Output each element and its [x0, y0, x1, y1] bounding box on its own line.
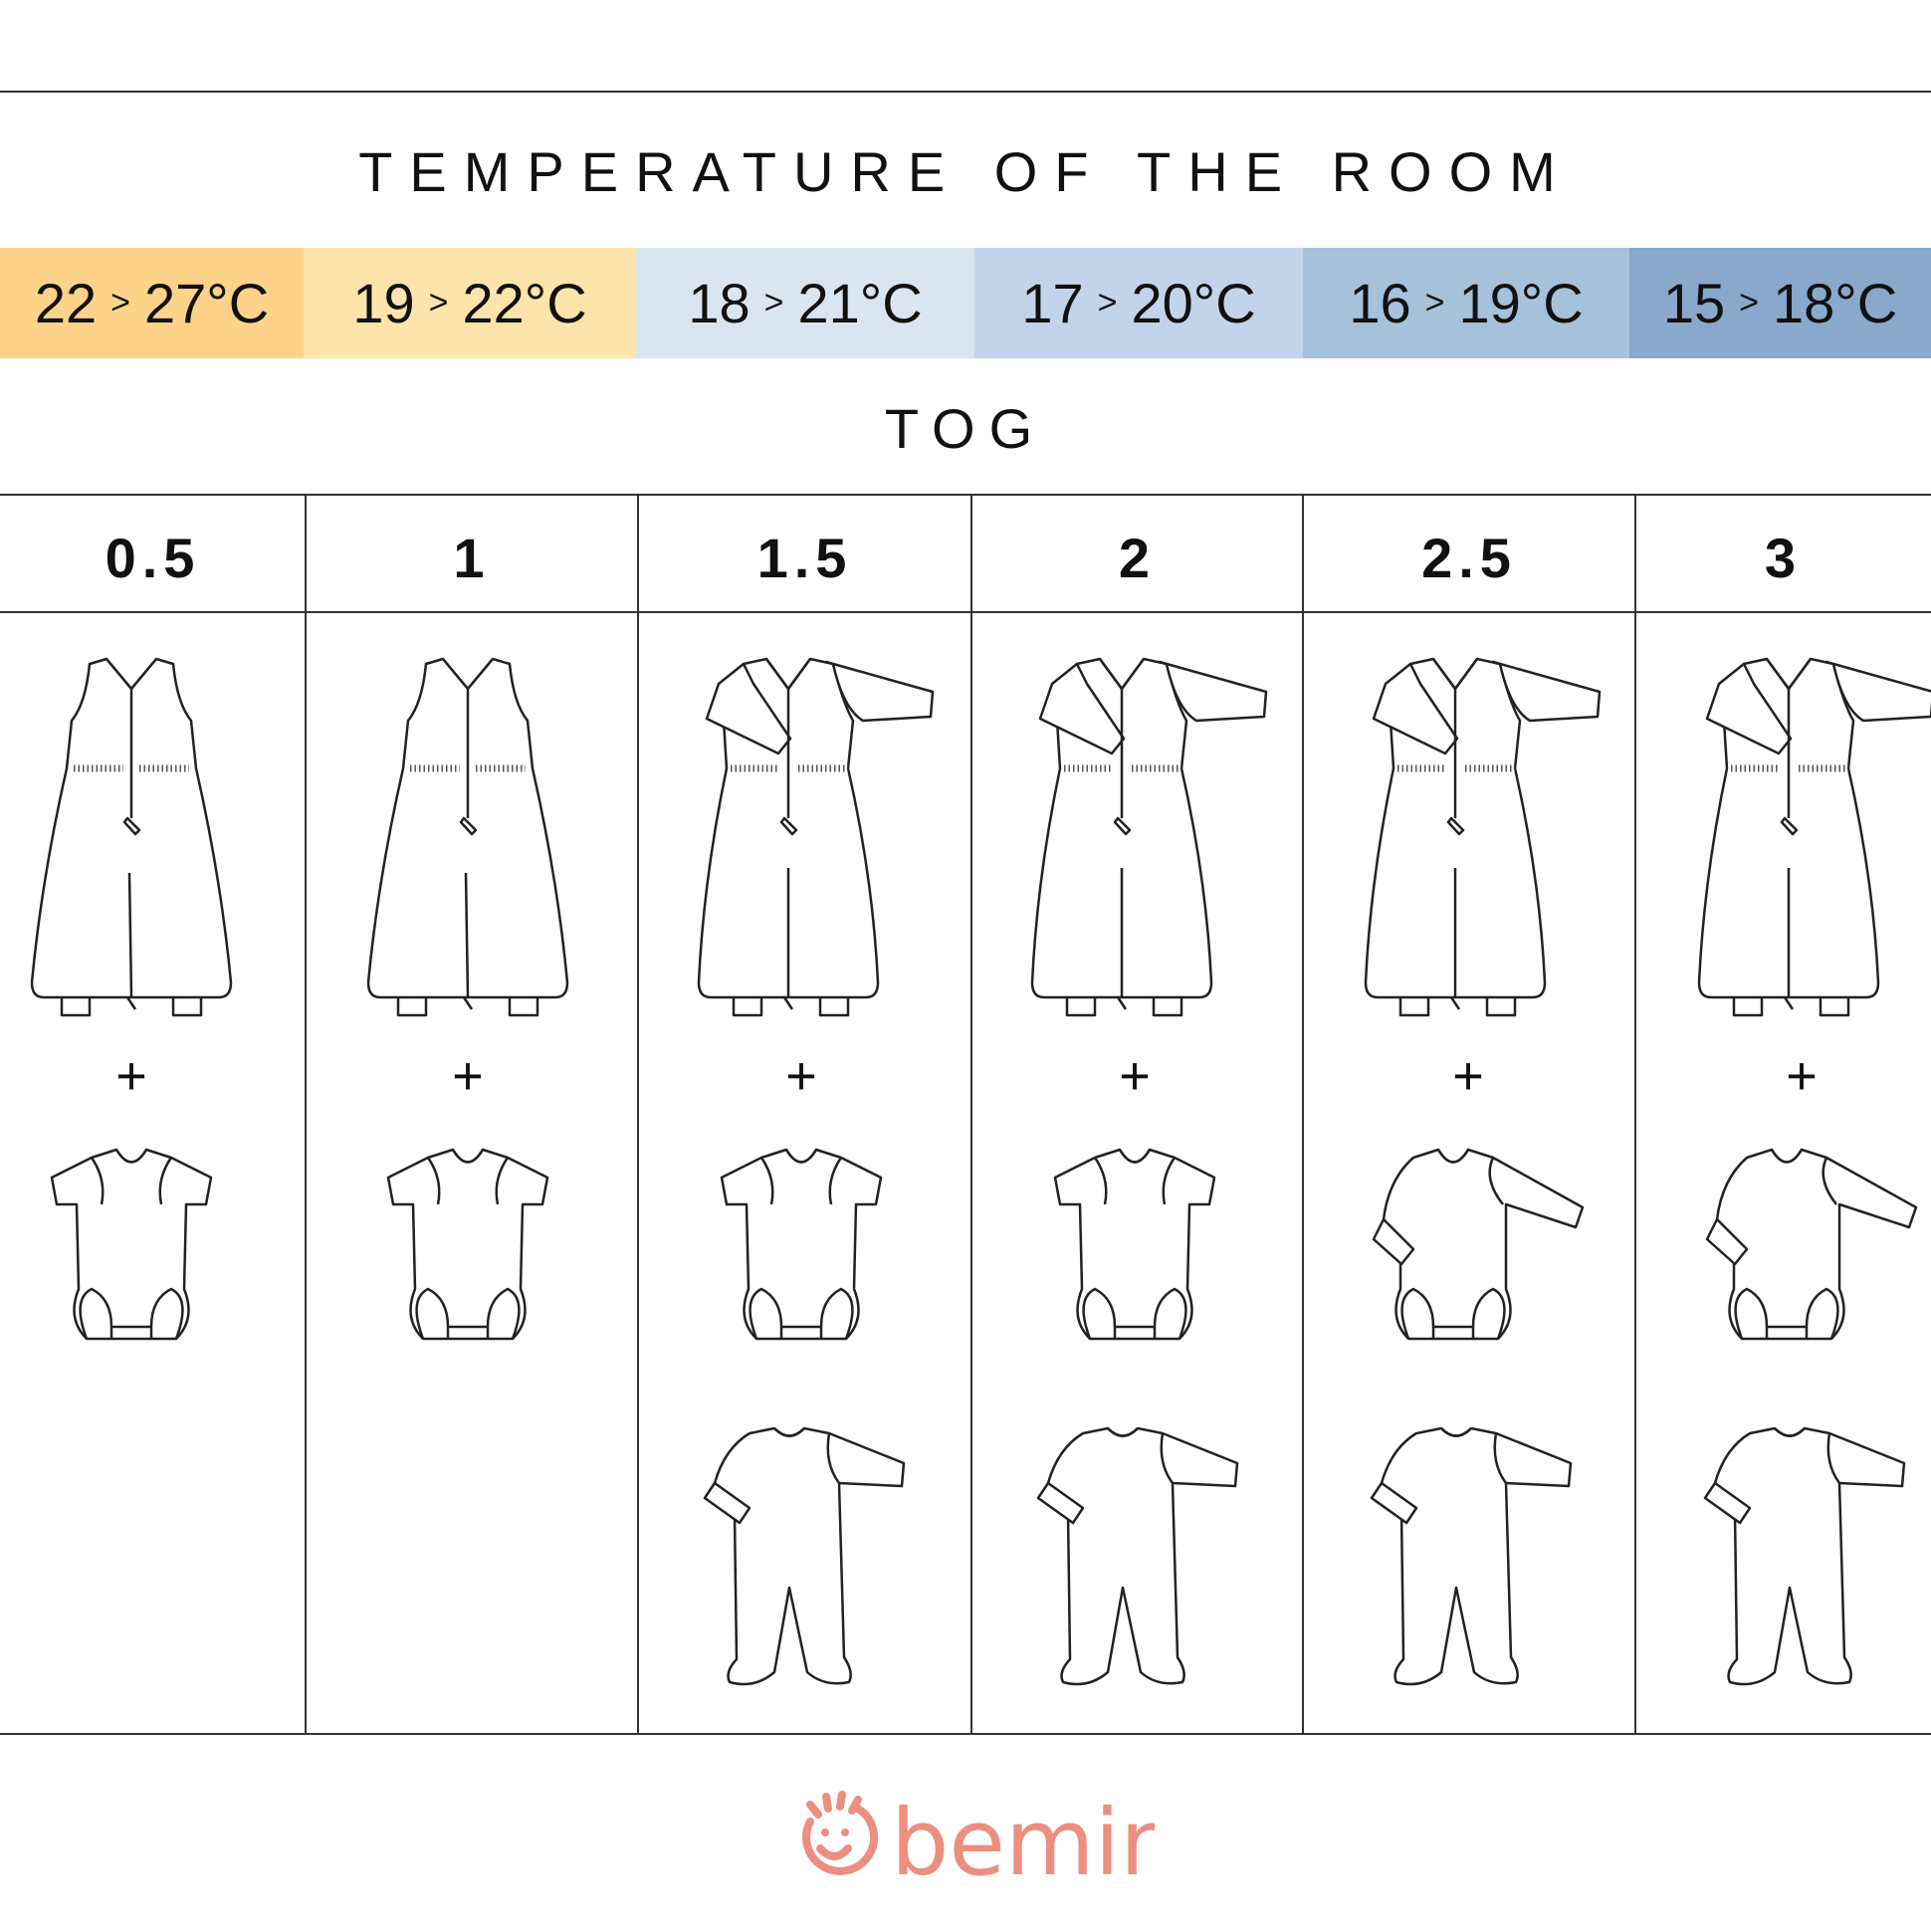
footed-onesie-icon: [703, 1426, 906, 1692]
short-sleeve-bodysuit-icon: [386, 1148, 549, 1344]
temp-to: 18°C: [1773, 272, 1898, 334]
range-separator: >: [428, 284, 449, 322]
table-header-line: [0, 611, 1931, 613]
sleeved-sleeping-bag-icon: [1699, 659, 1931, 1022]
temp-from: 16: [1349, 272, 1411, 334]
top-divider: [0, 91, 1931, 93]
sleeved-sleeping-bag-icon: [1366, 659, 1601, 1022]
temp-to: 22°C: [462, 272, 587, 334]
tog-value: 3: [1764, 526, 1803, 589]
footed-onesie-icon: [1703, 1426, 1906, 1692]
temp-from: 18: [688, 272, 751, 334]
plus-sign: +: [785, 1046, 817, 1106]
tog-value: 2.5: [1421, 526, 1517, 589]
column-divider: [970, 494, 972, 1734]
range-separator: >: [1097, 284, 1118, 322]
temp-from: 19: [352, 272, 415, 334]
sleeveless-sleeping-bag-icon: [32, 659, 231, 1022]
long-sleeve-bodysuit-icon: [1372, 1148, 1585, 1344]
footed-onesie-icon: [1036, 1426, 1239, 1692]
temp-to: 27°C: [144, 272, 270, 334]
range-separator: >: [1739, 284, 1760, 322]
plus-sign: +: [452, 1046, 484, 1106]
footed-onesie-icon: [1370, 1426, 1573, 1692]
temperature-range: 22 >27°C: [0, 248, 304, 358]
temperature-range: 19 >22°C: [304, 248, 636, 358]
temp-from: 15: [1662, 272, 1726, 334]
temp-to: 20°C: [1131, 272, 1256, 334]
logo-text: bemini: [891, 1790, 1155, 1886]
temperature-range: 17 >20°C: [974, 248, 1303, 358]
range-separator: >: [110, 284, 131, 322]
bemini-logo: bemini: [796, 1787, 1203, 1896]
plus-sign: +: [1786, 1046, 1818, 1106]
sleeved-sleeping-bag-icon: [1032, 659, 1267, 1022]
range-separator: >: [763, 284, 784, 322]
table-bottom-line: [0, 1733, 1931, 1735]
column-divider: [1634, 494, 1636, 1734]
temp-from: 17: [1021, 272, 1084, 334]
long-sleeve-bodysuit-icon: [1705, 1148, 1918, 1344]
column-divider: [637, 494, 639, 1734]
temperature-range: 18 >21°C: [636, 248, 974, 358]
temp-from: 22: [34, 272, 98, 334]
tog-value: 2: [1118, 526, 1157, 589]
temperature-range: 15 >18°C: [1629, 248, 1931, 358]
column-divider: [1302, 494, 1304, 1734]
table-top-line: [0, 494, 1931, 496]
short-sleeve-bodysuit-icon: [720, 1148, 883, 1344]
chart-title: TEMPERATURE OF THE ROOM: [358, 140, 1573, 203]
temp-to: 19°C: [1458, 272, 1584, 334]
column-divider: [305, 494, 307, 1734]
sleeveless-sleeping-bag-icon: [368, 659, 567, 1022]
tog-value: 1: [453, 526, 491, 589]
tog-value: 1.5: [756, 526, 853, 589]
sleeved-sleeping-bag-icon: [699, 659, 934, 1022]
tog-value: 0.5: [105, 526, 201, 589]
tog-label: TOG: [884, 397, 1047, 460]
short-sleeve-bodysuit-icon: [1053, 1148, 1216, 1344]
temp-to: 21°C: [797, 272, 923, 334]
temperature-range: 16 >19°C: [1303, 248, 1629, 358]
plus-sign: +: [115, 1046, 147, 1106]
plus-sign: +: [1119, 1046, 1151, 1106]
short-sleeve-bodysuit-icon: [50, 1148, 213, 1344]
plus-sign: +: [1452, 1046, 1484, 1106]
range-separator: >: [1424, 284, 1445, 322]
